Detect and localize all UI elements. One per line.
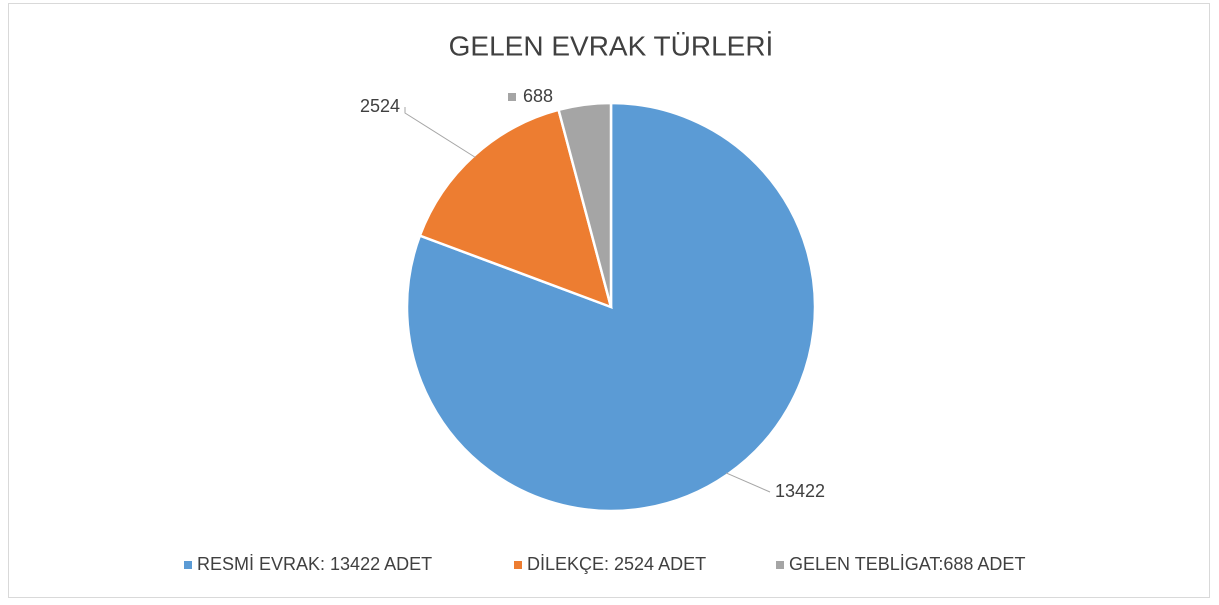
leader-line bbox=[404, 107, 476, 158]
legend-label: DİLEKÇE: 2524 ADET bbox=[527, 554, 706, 574]
legend-key bbox=[184, 561, 192, 569]
legend-label: GELEN TEBLİGAT:688 ADET bbox=[789, 554, 1025, 574]
chart-title: GELEN EVRAK TÜRLERİ bbox=[449, 30, 774, 61]
legend-label: RESMİ EVRAK: 13422 ADET bbox=[197, 554, 432, 574]
leader-line bbox=[725, 472, 771, 493]
legend-key bbox=[776, 561, 784, 569]
data-label: 13422 bbox=[775, 481, 825, 501]
label-key bbox=[508, 93, 516, 101]
pie-slice bbox=[557, 101, 613, 308]
data-label: 688 bbox=[523, 86, 553, 106]
data-label: 2524 bbox=[360, 96, 400, 116]
legend-key bbox=[514, 561, 522, 569]
pie-slice bbox=[418, 108, 613, 310]
